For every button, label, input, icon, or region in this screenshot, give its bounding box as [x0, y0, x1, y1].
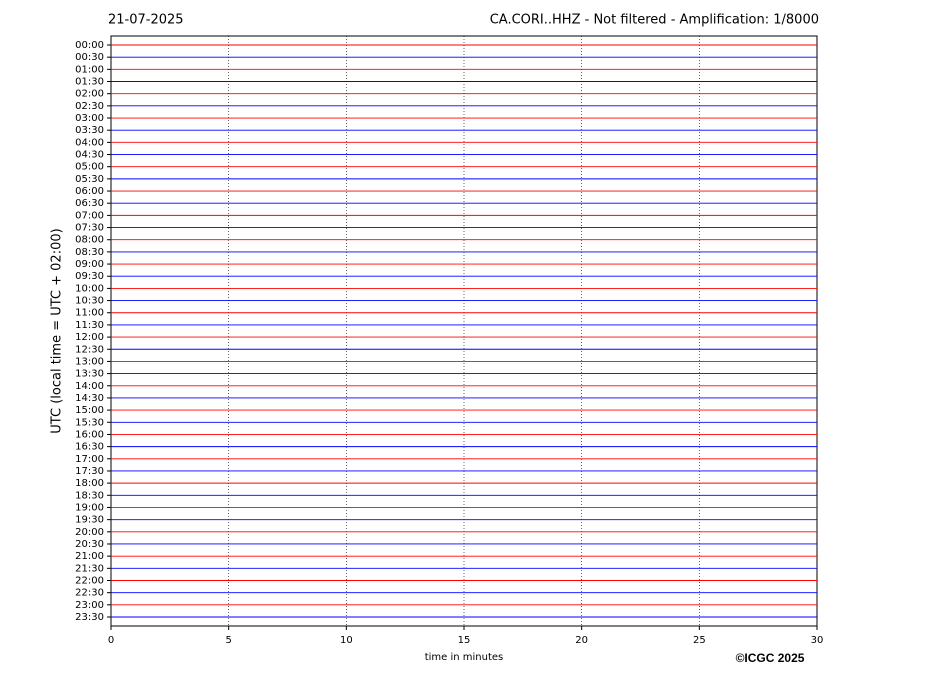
- y-tick-label: 12:30: [75, 344, 104, 355]
- y-tick-label: 10:30: [75, 296, 104, 307]
- y-tick-label: 18:00: [75, 478, 104, 489]
- y-tick-label: 19:30: [75, 515, 104, 526]
- y-tick-label: 12:00: [75, 332, 104, 343]
- y-tick-label: 02:00: [75, 89, 104, 100]
- y-tick-label: 21:00: [75, 551, 104, 562]
- y-tick-label: 01:00: [75, 64, 104, 75]
- y-tick-label: 06:30: [75, 198, 104, 209]
- x-tick-label: 0: [108, 635, 114, 646]
- y-tick-label: 15:00: [75, 405, 104, 416]
- y-tick-label: 11:00: [75, 308, 104, 319]
- x-tick-label: 30: [811, 635, 824, 646]
- y-tick-label: 15:30: [75, 417, 104, 428]
- y-tick-label: 03:30: [75, 125, 104, 136]
- y-tick-label: 14:30: [75, 393, 104, 404]
- y-tick-label: 23:00: [75, 600, 104, 611]
- y-tick-label: 07:30: [75, 223, 104, 234]
- y-tick-label: 21:30: [75, 563, 104, 574]
- x-tick-label: 5: [225, 635, 231, 646]
- y-tick-label: 17:30: [75, 466, 104, 477]
- y-tick-label: 04:30: [75, 150, 104, 161]
- y-tick-label: 10:00: [75, 283, 104, 294]
- y-tick-label: 16:30: [75, 442, 104, 453]
- y-tick-label: 02:30: [75, 101, 104, 112]
- y-tick-label: 18:30: [75, 490, 104, 501]
- y-tick-label: 13:30: [75, 369, 104, 380]
- y-tick-label: 19:00: [75, 502, 104, 513]
- y-tick-label: 11:30: [75, 320, 104, 331]
- y-tick-label: 05:00: [75, 162, 104, 173]
- y-axis-label: UTC (local time = UTC + 02:00): [50, 228, 65, 433]
- y-tick-label: 04:00: [75, 137, 104, 148]
- credit: ©ICGC 2025: [736, 651, 805, 665]
- y-tick-label: 16:00: [75, 429, 104, 440]
- y-tick-label: 09:30: [75, 271, 104, 282]
- y-tick-label: 09:00: [75, 259, 104, 270]
- chart-title: CA.CORI..HHZ - Not filtered - Amplificat…: [490, 13, 819, 28]
- x-axis-label: time in minutes: [425, 652, 504, 663]
- y-tick-label: 00:30: [75, 52, 104, 63]
- y-tick-label: 17:00: [75, 454, 104, 465]
- y-tick-label: 08:30: [75, 247, 104, 258]
- y-tick-label: 13:00: [75, 356, 104, 367]
- date: 21-07-2025: [108, 13, 184, 28]
- x-tick-label: 20: [575, 635, 588, 646]
- x-tick-label: 25: [693, 635, 706, 646]
- y-tick-label: 22:30: [75, 588, 104, 599]
- y-tick-label: 07:00: [75, 210, 104, 221]
- x-tick-label: 15: [458, 635, 471, 646]
- y-tick-label: 22:00: [75, 575, 104, 586]
- y-tick-label: 14:00: [75, 381, 104, 392]
- y-tick-label: 23:30: [75, 612, 104, 623]
- x-tick-label: 10: [340, 635, 353, 646]
- y-tick-label: 00:00: [75, 40, 104, 51]
- y-tick-label: 20:00: [75, 527, 104, 538]
- y-tick-label: 05:30: [75, 174, 104, 185]
- y-tick-label: 06:00: [75, 186, 104, 197]
- y-tick-label: 20:30: [75, 539, 104, 550]
- y-tick-label: 03:00: [75, 113, 104, 124]
- y-tick-label: 08:00: [75, 235, 104, 246]
- y-tick-label: 01:30: [75, 77, 104, 88]
